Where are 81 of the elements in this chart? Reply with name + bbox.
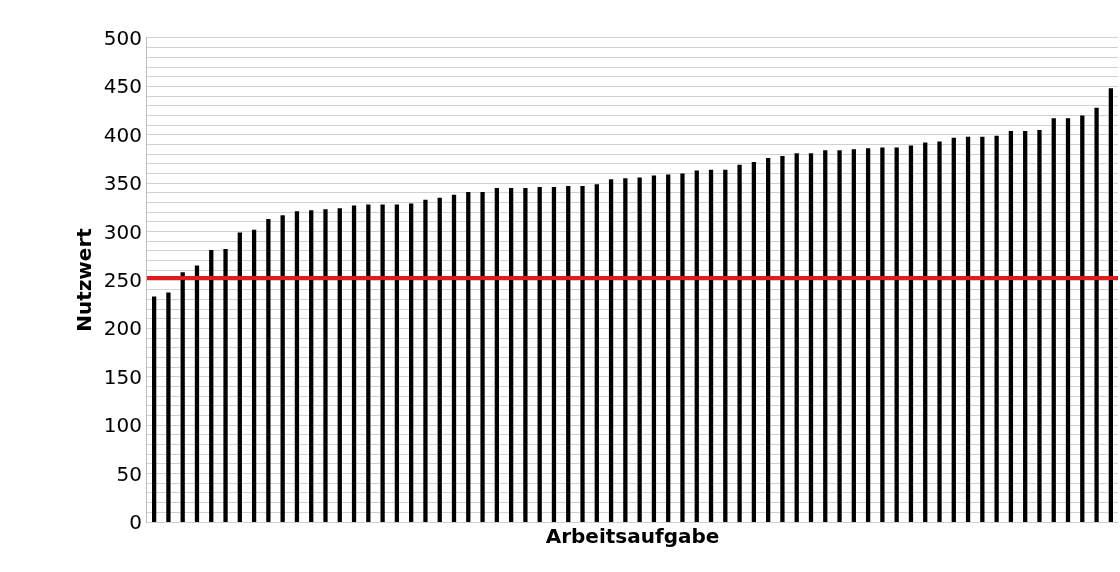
- bar: [366, 204, 371, 522]
- bar: [751, 161, 757, 522]
- bar: [323, 209, 328, 522]
- bar: [523, 188, 528, 522]
- bar: [737, 164, 742, 522]
- bar: [309, 210, 314, 522]
- y-tick-label: 500: [103, 26, 142, 50]
- bar: [965, 136, 971, 522]
- bar: [837, 150, 842, 522]
- bar: [237, 232, 242, 522]
- bar: [780, 156, 785, 522]
- bar: [594, 184, 599, 522]
- x-axis-title: Arbeitsaufgabe: [545, 523, 720, 548]
- y-tick-label: 300: [103, 219, 142, 244]
- bar: [280, 215, 285, 522]
- y-tick-label: 450: [103, 74, 142, 99]
- bar: [994, 135, 999, 522]
- bar: [266, 219, 271, 522]
- y-tick-label: 350: [103, 171, 142, 196]
- bar: [1108, 88, 1113, 522]
- bar: [180, 272, 185, 522]
- bar: [551, 187, 557, 522]
- bar: [623, 178, 628, 522]
- bar: [223, 249, 228, 522]
- bar: [166, 292, 171, 522]
- bar: [865, 148, 871, 522]
- bar: [894, 147, 899, 522]
- bar: [880, 147, 885, 522]
- bar: [823, 150, 828, 522]
- bar: [194, 265, 200, 522]
- bar: [351, 205, 357, 522]
- bar: [580, 186, 585, 522]
- bar: [1094, 107, 1099, 522]
- bar: [666, 174, 671, 522]
- y-tick-label: 50: [116, 461, 142, 486]
- y-tick-label: 100: [103, 413, 142, 438]
- y-tick-label: 400: [103, 122, 142, 147]
- bar: [1037, 129, 1042, 522]
- bar: [680, 173, 685, 522]
- bar: [209, 249, 214, 522]
- bar: [723, 169, 728, 522]
- bar: [980, 136, 985, 522]
- bar: [251, 229, 257, 522]
- bar: [637, 177, 642, 522]
- bar: [608, 179, 614, 522]
- bar: [1051, 118, 1056, 522]
- bar: [1065, 118, 1071, 522]
- y-tick-label: 250: [103, 268, 142, 292]
- bar: [423, 199, 428, 522]
- bar: [337, 208, 342, 522]
- bar: [409, 203, 414, 522]
- bar: [1023, 130, 1028, 522]
- bar: [394, 204, 400, 522]
- bar: [794, 153, 799, 522]
- bar: [152, 296, 157, 522]
- bar: [851, 149, 856, 522]
- bar: [294, 211, 300, 522]
- bar: [923, 142, 928, 522]
- bar: [951, 137, 956, 522]
- bar: [766, 158, 771, 522]
- bar: [494, 188, 499, 522]
- bar: [480, 191, 485, 522]
- bar: [537, 187, 542, 522]
- bar: [1080, 115, 1085, 522]
- bar: [566, 186, 571, 522]
- bar: [451, 194, 457, 522]
- bar: [937, 141, 942, 522]
- bar: [1008, 130, 1014, 522]
- y-tick-label: 200: [103, 316, 142, 341]
- bar: [708, 169, 714, 522]
- bar: [694, 170, 699, 522]
- bar: [808, 153, 814, 522]
- y-tick-label: 0: [129, 510, 142, 534]
- bar: [466, 191, 471, 522]
- bar: [380, 204, 385, 522]
- bar: [908, 145, 914, 522]
- y-axis-title: Nutzwert: [72, 227, 97, 332]
- y-tick-label: 150: [103, 364, 142, 389]
- bar: [508, 188, 514, 522]
- bar: [651, 175, 657, 522]
- bar: [437, 197, 442, 522]
